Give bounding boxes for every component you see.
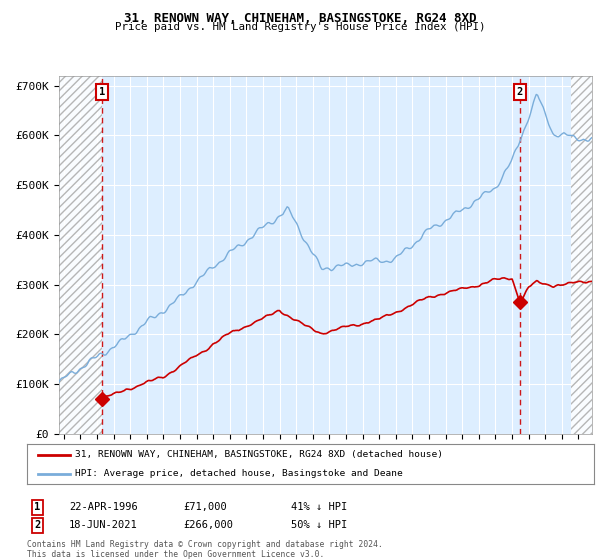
Bar	[571, 76, 592, 434]
Text: 1: 1	[99, 87, 105, 97]
Text: 31, RENOWN WAY, CHINEHAM, BASINGSTOKE, RG24 8XD (detached house): 31, RENOWN WAY, CHINEHAM, BASINGSTOKE, R…	[75, 450, 443, 459]
Bar	[59, 76, 102, 434]
Text: 2: 2	[34, 520, 40, 530]
Text: £71,000: £71,000	[183, 502, 227, 512]
Text: HPI: Average price, detached house, Basingstoke and Deane: HPI: Average price, detached house, Basi…	[75, 469, 403, 478]
Text: 41% ↓ HPI: 41% ↓ HPI	[291, 502, 347, 512]
Text: 2: 2	[517, 87, 523, 97]
Text: Price paid vs. HM Land Registry's House Price Index (HPI): Price paid vs. HM Land Registry's House …	[115, 22, 485, 32]
Text: 1: 1	[34, 502, 40, 512]
Text: 50% ↓ HPI: 50% ↓ HPI	[291, 520, 347, 530]
Text: £266,000: £266,000	[183, 520, 233, 530]
Text: 31, RENOWN WAY, CHINEHAM, BASINGSTOKE, RG24 8XD: 31, RENOWN WAY, CHINEHAM, BASINGSTOKE, R…	[124, 12, 476, 25]
Text: Contains HM Land Registry data © Crown copyright and database right 2024.
This d: Contains HM Land Registry data © Crown c…	[27, 540, 383, 559]
Text: 18-JUN-2021: 18-JUN-2021	[69, 520, 138, 530]
Text: 22-APR-1996: 22-APR-1996	[69, 502, 138, 512]
